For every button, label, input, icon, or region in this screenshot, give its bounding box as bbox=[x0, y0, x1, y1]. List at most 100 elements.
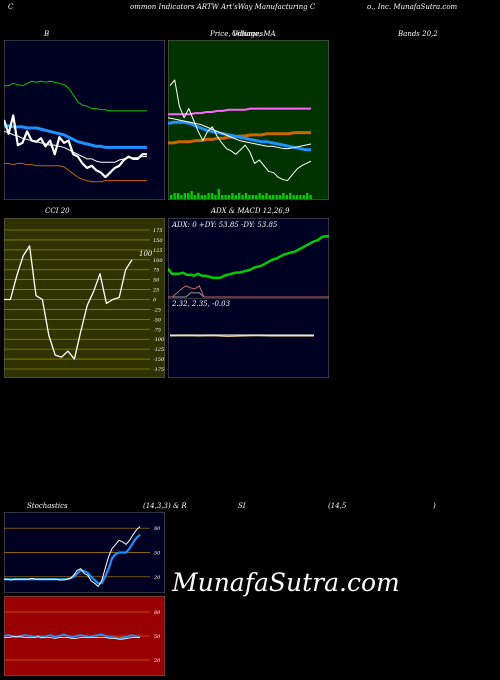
cci-annotation: 100 bbox=[139, 250, 153, 258]
volume-bar bbox=[187, 193, 190, 199]
volume-bar bbox=[248, 195, 251, 199]
stoch-panel: 80 50 20 bbox=[4, 512, 165, 593]
price-ma-mid-line bbox=[168, 120, 311, 152]
cci-tick-label: 125 bbox=[153, 248, 163, 254]
volume-bar bbox=[183, 193, 186, 199]
volume-bar bbox=[190, 191, 193, 199]
volume-bar bbox=[241, 195, 244, 199]
rsi-title: SI bbox=[238, 502, 246, 510]
volume-bar bbox=[268, 195, 271, 199]
cci-tick-label: 25 bbox=[152, 288, 159, 294]
cci-line bbox=[4, 245, 133, 360]
price-flat-line bbox=[168, 107, 311, 116]
cci-bg bbox=[4, 218, 165, 378]
volume-bar bbox=[214, 195, 217, 199]
cci-tick-label: 100 bbox=[153, 258, 163, 264]
volume-bar bbox=[200, 195, 203, 199]
price-overlay-text: Oilliages bbox=[232, 30, 264, 38]
price-title: Price, Volume, MA bbox=[210, 30, 276, 38]
cci-tick-label: -100 bbox=[153, 337, 165, 343]
volume-bar bbox=[282, 193, 285, 199]
stoch-tick-label: 80 bbox=[154, 526, 161, 532]
rsi-tick-label: 20 bbox=[153, 658, 161, 664]
macd-panel bbox=[168, 298, 329, 378]
price-ma-short-line bbox=[168, 117, 312, 150]
cci-title: CCI 20 bbox=[45, 207, 70, 215]
cci-tick-label: -150 bbox=[153, 357, 165, 363]
rsi-tick-label: 80 bbox=[154, 610, 161, 616]
price-panel bbox=[168, 40, 329, 200]
volume-bar bbox=[295, 195, 299, 199]
cci-tick-label: -50 bbox=[153, 317, 162, 323]
volume-bar bbox=[234, 195, 237, 199]
volume-bar bbox=[217, 189, 220, 199]
volume-bar bbox=[261, 195, 265, 199]
volume-bar bbox=[285, 195, 288, 199]
bollinger-ma-line bbox=[4, 130, 147, 163]
header-title: ommon Indicators ARTW Art'sWay Manufactu… bbox=[130, 3, 316, 11]
bollinger-lower-line bbox=[4, 162, 147, 183]
minus-dy-line bbox=[168, 285, 329, 298]
rsi-tick-label: 50 bbox=[154, 634, 161, 640]
volume-bar bbox=[221, 195, 224, 199]
cci-panel: 1751501251007550250-25-50-75-100-125-150… bbox=[4, 218, 165, 378]
bollinger-middle-line bbox=[4, 124, 147, 149]
stoch-tick-label: 20 bbox=[153, 575, 161, 581]
volume-bar bbox=[272, 195, 275, 199]
volume-bar bbox=[173, 193, 176, 199]
cci-tick-label: 50 bbox=[153, 278, 160, 284]
price-close-line bbox=[169, 79, 312, 182]
volume-bar bbox=[275, 195, 278, 199]
cci-tick-label: -125 bbox=[153, 347, 164, 353]
volume-bar bbox=[255, 195, 258, 199]
rsi-panel: 80 50 20 bbox=[4, 596, 165, 676]
volume-bar bbox=[265, 193, 268, 199]
volume-bar bbox=[204, 195, 207, 199]
adx-panel bbox=[168, 218, 329, 299]
volume-bar bbox=[309, 195, 312, 199]
stoch-title: Stochastics bbox=[27, 502, 68, 510]
rsi-avg-line bbox=[4, 636, 140, 640]
adx-bg bbox=[168, 218, 329, 299]
cci-tick-label: 150 bbox=[153, 238, 163, 244]
volume-bar bbox=[170, 195, 173, 199]
macd-bg bbox=[168, 298, 329, 378]
volume-bar bbox=[292, 195, 295, 199]
header-right: o., Inc. MunafaSutra.com bbox=[367, 3, 458, 11]
adx-line bbox=[168, 234, 329, 279]
volume-bar bbox=[278, 195, 282, 199]
stoch-k-line bbox=[4, 526, 141, 588]
cci-tick-label: 175 bbox=[153, 228, 163, 234]
cci-tick-label: 0 bbox=[153, 298, 157, 304]
cci-tick-label: 75 bbox=[153, 268, 159, 274]
price-bg bbox=[168, 40, 329, 200]
volume-bar bbox=[244, 193, 248, 199]
header-left: C bbox=[8, 3, 14, 11]
bollinger-bg bbox=[4, 40, 165, 200]
rsi-close: ) bbox=[433, 502, 436, 510]
volume-bar bbox=[289, 193, 292, 199]
volume-bar bbox=[258, 193, 261, 199]
volume-bar bbox=[299, 195, 302, 199]
volume-bar bbox=[238, 193, 241, 199]
adx-title: ADX & MACD 12,26,9 bbox=[211, 207, 290, 215]
volume-bar bbox=[176, 193, 180, 199]
bollinger-upper-line bbox=[4, 80, 147, 112]
bollinger-close-line bbox=[4, 114, 147, 179]
volume-bar bbox=[193, 195, 197, 199]
bollinger-title: B bbox=[44, 30, 50, 38]
volume-bar bbox=[197, 193, 200, 199]
volume-bar bbox=[302, 195, 305, 199]
volume-bar bbox=[207, 193, 210, 199]
rsi-params: (14,5 bbox=[328, 502, 347, 510]
bands-title: Bands 20,2 bbox=[398, 30, 438, 38]
volume-bar bbox=[224, 195, 227, 199]
volume-bar bbox=[306, 193, 309, 199]
cci-tick-label: -75 bbox=[153, 327, 161, 333]
volume-bar bbox=[227, 195, 231, 199]
adx-readout: ADX: 0 +DY: 53.85 -DY: 53.85 bbox=[172, 221, 278, 229]
rsi-line bbox=[4, 633, 141, 640]
cci-tick-label: -25 bbox=[153, 307, 161, 313]
volume-bar bbox=[231, 193, 234, 199]
volume-bar bbox=[180, 195, 183, 199]
